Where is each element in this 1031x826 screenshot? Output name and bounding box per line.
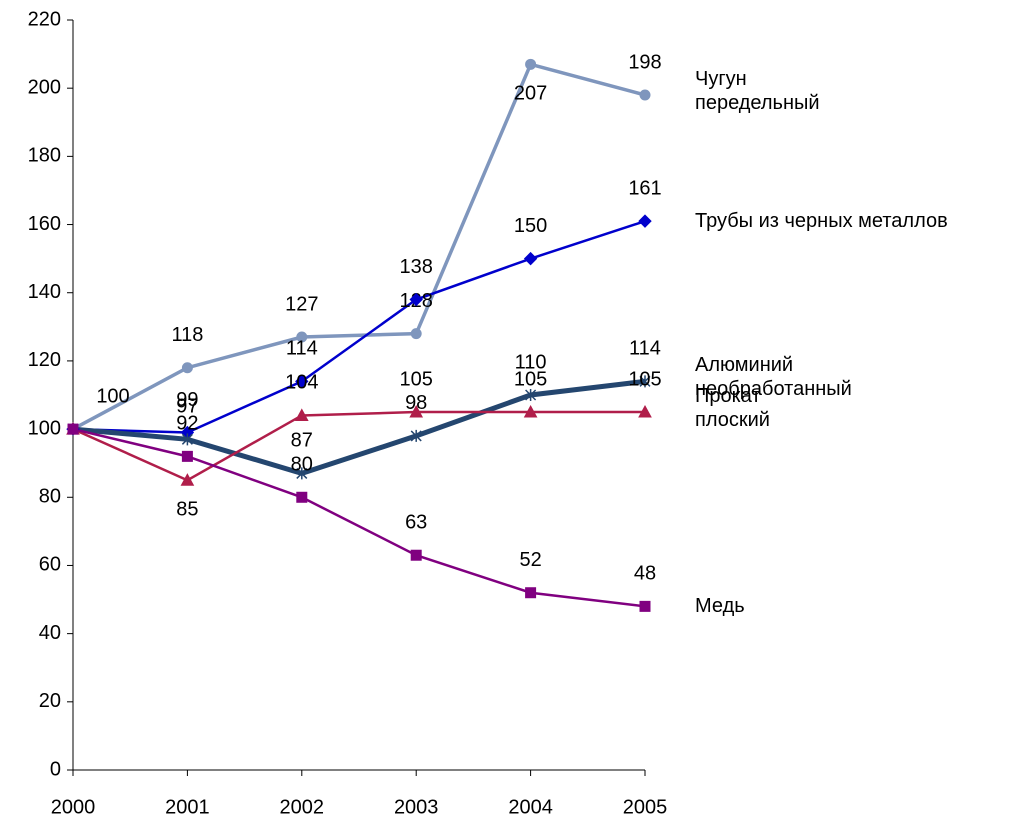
marker xyxy=(638,214,652,228)
data-label: 138 xyxy=(400,256,433,278)
series-label: Алюминий необработанный xyxy=(695,354,852,401)
data-label: 97 xyxy=(176,396,198,418)
series-label: Трубы из черных металлов xyxy=(695,210,948,233)
marker xyxy=(295,374,309,389)
y-tick-label: 120 xyxy=(28,349,61,371)
x-tick-label: 2004 xyxy=(508,796,553,818)
marker xyxy=(410,429,422,442)
series-label: Медь xyxy=(695,595,745,618)
marker xyxy=(525,58,537,70)
data-label: 87 xyxy=(291,430,313,452)
data-label: 198 xyxy=(628,51,661,73)
marker xyxy=(525,389,537,401)
data-label: 52 xyxy=(519,549,541,571)
data-label: 85 xyxy=(176,499,198,521)
data-label: 161 xyxy=(628,177,661,199)
data-label: 98 xyxy=(405,392,427,414)
y-tick-label: 20 xyxy=(39,690,61,712)
data-label: 127 xyxy=(285,293,318,315)
y-tick-label: 40 xyxy=(39,622,61,644)
y-tick-label: 80 xyxy=(39,486,61,508)
data-label: 105 xyxy=(628,368,661,390)
marker xyxy=(639,375,651,388)
marker xyxy=(181,433,193,446)
data-label: 207 xyxy=(514,83,547,105)
data-label: 105 xyxy=(514,368,547,390)
y-tick-label: 60 xyxy=(39,554,61,576)
series-line xyxy=(72,378,646,477)
series-line xyxy=(72,427,646,608)
marker xyxy=(523,251,538,266)
marker xyxy=(181,450,193,462)
marker xyxy=(294,408,309,421)
marker xyxy=(181,362,193,374)
data-label: 105 xyxy=(400,368,433,390)
x-tick-label: 2003 xyxy=(394,796,439,818)
y-tick-label: 140 xyxy=(28,281,61,303)
y-tick-label: 160 xyxy=(28,213,61,235)
data-label: 63 xyxy=(405,512,427,534)
marker xyxy=(296,331,308,343)
series-label: Прокат плоский xyxy=(695,385,770,432)
marker xyxy=(409,292,423,307)
series-line xyxy=(72,62,646,431)
data-label: 118 xyxy=(171,324,203,346)
marker xyxy=(525,587,537,599)
data-label: 99 xyxy=(176,389,198,411)
series-line xyxy=(72,410,645,482)
marker xyxy=(296,467,308,480)
data-label: 92 xyxy=(176,413,198,435)
y-tick-label: 0 xyxy=(50,758,61,780)
data-label: 104 xyxy=(285,372,318,394)
x-tick-label: 2002 xyxy=(280,796,325,818)
data-label: 114 xyxy=(286,338,318,360)
y-tick-label: 220 xyxy=(28,8,61,30)
marker xyxy=(180,473,195,486)
y-tick-label: 100 xyxy=(28,417,61,439)
marker xyxy=(639,600,651,612)
series-line xyxy=(72,219,646,434)
x-tick-label: 2000 xyxy=(51,796,96,818)
data-label: 150 xyxy=(514,215,547,237)
data-label: 110 xyxy=(515,351,547,373)
series-label: Чугун передельный xyxy=(695,68,820,114)
marker xyxy=(410,328,422,340)
data-label: 100 xyxy=(96,385,129,407)
marker xyxy=(296,491,308,503)
marker xyxy=(67,423,79,435)
marker xyxy=(410,549,422,561)
x-tick-label: 2001 xyxy=(165,796,210,818)
data-label: 80 xyxy=(291,454,313,476)
marker xyxy=(638,405,652,418)
data-label: 114 xyxy=(629,338,661,360)
x-tick-label: 2005 xyxy=(623,796,668,818)
marker xyxy=(409,405,424,418)
y-tick-label: 180 xyxy=(28,145,61,167)
marker xyxy=(523,405,538,418)
marker xyxy=(639,89,651,101)
data-label: 48 xyxy=(634,563,656,585)
y-tick-label: 200 xyxy=(28,76,61,98)
